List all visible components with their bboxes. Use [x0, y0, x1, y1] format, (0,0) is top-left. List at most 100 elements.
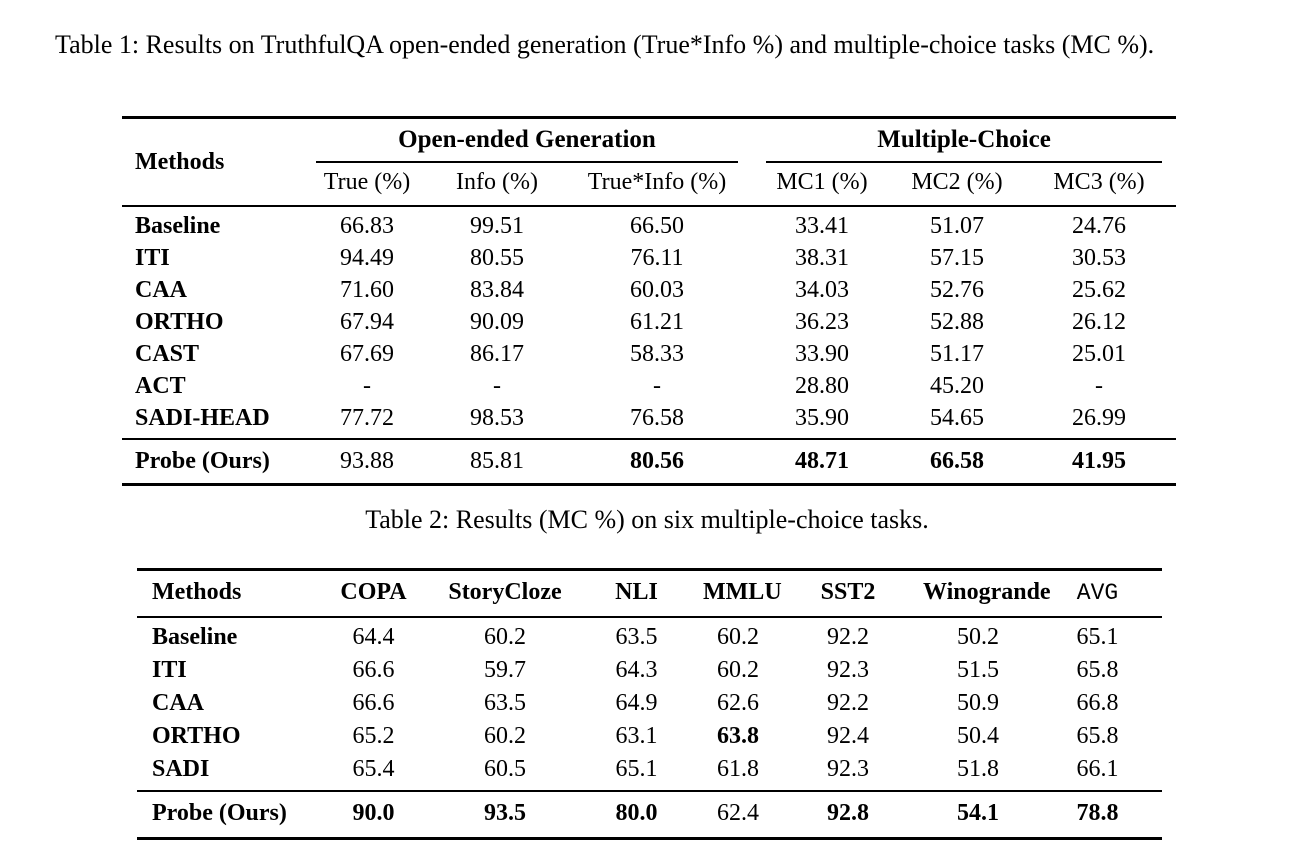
value-cell: 34.03	[795, 277, 849, 303]
value-cell: 76.58	[630, 405, 684, 431]
value-cell: 80.0	[615, 800, 658, 826]
method-cell: Baseline	[152, 624, 238, 650]
method-cell: Probe (Ours)	[152, 800, 287, 826]
table-row: Baseline 66.83 99.51 66.50 33.41 51.07 24.76	[122, 206, 1176, 242]
value-cell: 90.09	[470, 309, 524, 335]
table1-body: Baseline 66.83 99.51 66.50 33.41 51.07 24.76 IT…	[122, 206, 1176, 439]
table-row: CAA 71.60 83.84 60.03 34.03 52.76 25.62	[122, 274, 1176, 306]
table-row: Probe (Ours) 90.0 93.5 80.0 62.4 92.8 54.1 78.8	[137, 791, 1162, 839]
value-cell: 63.5	[615, 624, 658, 650]
table2-header-storycloze: StoryCloze	[448, 579, 562, 605]
value-cell: 50.2	[957, 624, 999, 650]
value-cell: 66.50	[630, 213, 684, 239]
value-cell: 62.4	[717, 800, 759, 826]
value-cell: 67.69	[340, 341, 394, 367]
table2-body: Baseline 64.4 60.2 63.5 60.2 92.2 50.2 65.1 ITI 6…	[137, 617, 1162, 791]
value-cell: 41.95	[1072, 448, 1127, 474]
table1-container: Methods Open-ended Generation Multiple-C…	[122, 116, 1177, 486]
value-cell: 92.3	[827, 756, 869, 782]
value-cell: 61.21	[630, 309, 684, 335]
table-row: ORTHO 65.2 60.2 63.1 63.8 92.4 50.4 65.8	[137, 720, 1162, 753]
table-row: ITI 66.6 59.7 64.3 60.2 92.3 51.5 65.8	[137, 654, 1162, 687]
value-cell: 36.23	[795, 309, 849, 335]
value-cell: 25.01	[1072, 341, 1127, 367]
value-cell: 66.6	[352, 657, 395, 683]
value-cell: 58.33	[630, 341, 684, 367]
method-cell: CAA	[152, 690, 204, 716]
table2-header-mmlu: MMLU	[703, 579, 782, 605]
table2-header-avg: AVG	[1076, 579, 1119, 606]
table1-subheader-info: Info (%)	[456, 169, 538, 195]
value-cell: 54.65	[930, 405, 984, 431]
table2-header-nli: NLI	[615, 579, 658, 605]
value-cell: 61.8	[717, 756, 759, 782]
table-row: Probe (Ours) 93.88 85.81 80.56 48.71 66.58 41.…	[122, 439, 1176, 485]
method-cell: ITI	[152, 657, 187, 683]
group-label-multiple-choice: Multiple-Choice	[766, 126, 1163, 163]
truthfulqa-results-table: Methods Open-ended Generation Multiple-C…	[122, 116, 1177, 486]
value-cell: -	[1095, 373, 1104, 399]
value-cell: 65.8	[1076, 657, 1119, 683]
table-row: ACT - - - 28.80 45.20 -	[122, 370, 1176, 402]
value-cell: 80.56	[630, 448, 684, 474]
value-cell: 65.4	[352, 756, 395, 782]
table-row: ITI 94.49 80.55 76.11 38.31 57.15 30.53	[122, 242, 1176, 274]
value-cell: 78.8	[1076, 800, 1119, 826]
value-cell: 50.4	[957, 723, 999, 749]
value-cell: 26.99	[1072, 405, 1127, 431]
value-cell: 85.81	[470, 448, 524, 474]
value-cell: 92.2	[827, 624, 869, 650]
value-cell: -	[493, 373, 501, 399]
table-row: CAST 67.69 86.17 58.33 33.90 51.17 25.01	[122, 338, 1176, 370]
value-cell: 24.76	[1072, 213, 1127, 239]
value-cell: 52.88	[930, 309, 984, 335]
value-cell: 76.11	[630, 245, 684, 271]
table1-header: Methods Open-ended Generation Multiple-C…	[122, 118, 1177, 206]
method-cell: Probe (Ours)	[135, 448, 270, 474]
method-cell: ACT	[135, 373, 186, 399]
value-cell: 48.71	[795, 448, 849, 474]
value-cell: 51.17	[930, 341, 984, 367]
table2-header: Methods COPA StoryCloze NLI MMLU SST2 Wi…	[137, 570, 1162, 617]
value-cell: 33.90	[795, 341, 849, 367]
value-cell: 80.55	[470, 245, 524, 271]
multiple-choice-tasks-table: Methods COPA StoryCloze NLI MMLU SST2 Wi…	[137, 568, 1162, 840]
table2-final-row-section: Probe (Ours) 90.0 93.5 80.0 62.4 92.8 54.1 78.8	[137, 791, 1162, 839]
value-cell: 26.12	[1072, 309, 1127, 335]
method-cell: ITI	[135, 245, 170, 271]
value-cell: 63.1	[615, 723, 658, 749]
value-cell: 54.1	[957, 800, 999, 826]
value-cell: 67.94	[340, 309, 394, 335]
value-cell: 93.5	[484, 800, 526, 826]
value-cell: -	[363, 373, 371, 399]
table1-group-open-ended: Open-ended Generation	[302, 118, 752, 163]
table1-subheader-trueinfo: True*Info (%)	[587, 169, 727, 195]
value-cell: 64.4	[352, 624, 395, 650]
value-cell: 60.2	[717, 624, 759, 650]
value-cell: 65.2	[352, 723, 395, 749]
table2-header-methods: Methods	[152, 579, 242, 605]
value-cell: 66.58	[930, 448, 984, 474]
value-cell: 60.5	[484, 756, 526, 782]
value-cell: 83.84	[470, 277, 524, 303]
table-row: SADI-HEAD 77.72 98.53 76.58 35.90 54.65 26.99	[122, 402, 1176, 439]
value-cell: 60.2	[484, 624, 526, 650]
value-cell: 66.1	[1076, 756, 1119, 782]
table2-caption: Table 2: Results (MC %) on six multiple-…	[365, 505, 929, 534]
value-cell: 63.8	[717, 723, 759, 749]
value-cell: 50.9	[957, 690, 999, 716]
value-cell: 92.3	[827, 657, 869, 683]
value-cell: 92.2	[827, 690, 869, 716]
table2-container: Methods COPA StoryCloze NLI MMLU SST2 Wi…	[137, 568, 1162, 840]
method-cell: ORTHO	[135, 309, 224, 335]
value-cell: 28.80	[795, 373, 849, 399]
value-cell: 62.6	[717, 690, 759, 716]
value-cell: 65.1	[1076, 624, 1119, 650]
table-row: ORTHO 67.94 90.09 61.21 36.23 52.88 26.12	[122, 306, 1176, 338]
method-cell: Baseline	[135, 213, 221, 239]
value-cell: 66.8	[1076, 690, 1119, 716]
value-cell: 59.7	[484, 657, 526, 683]
value-cell: 57.15	[930, 245, 984, 271]
method-cell: SADI-HEAD	[135, 405, 270, 431]
